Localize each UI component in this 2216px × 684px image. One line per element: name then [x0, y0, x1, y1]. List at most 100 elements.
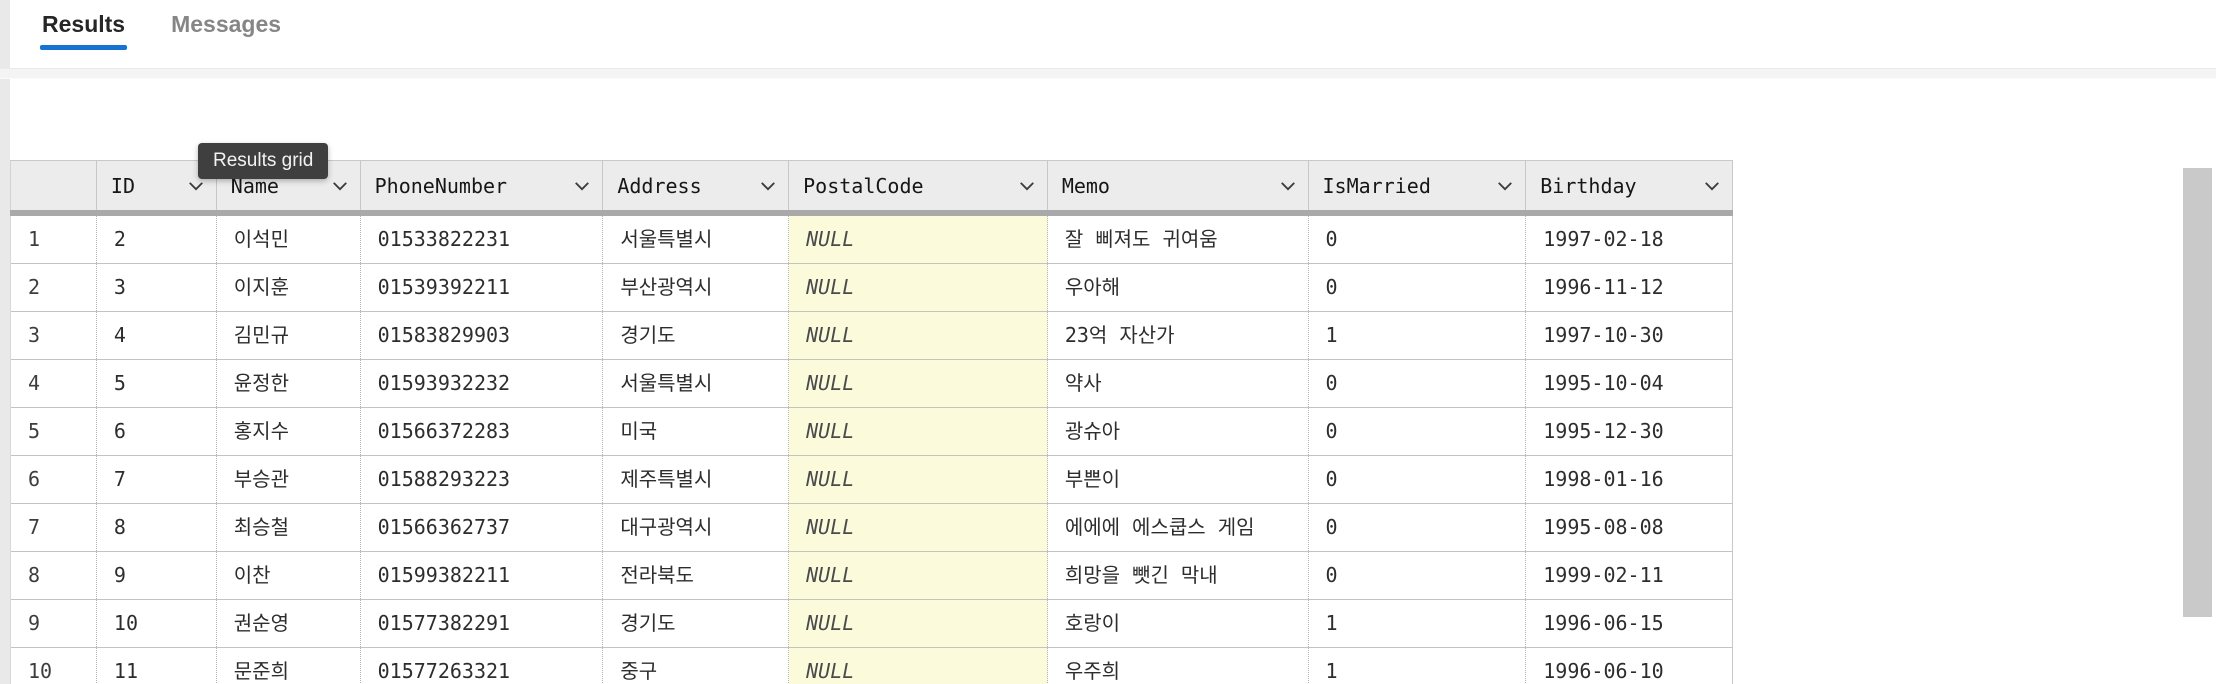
- cell-memo[interactable]: 약사: [1048, 360, 1309, 407]
- chevron-down-icon[interactable]: [1702, 176, 1722, 196]
- chevron-down-icon[interactable]: [572, 176, 592, 196]
- cell-birthday[interactable]: 1996-11-12: [1543, 275, 1664, 299]
- cell-ismarried[interactable]: 0: [1309, 264, 1527, 311]
- cell-ismarried[interactable]: 1: [1309, 648, 1527, 684]
- chevron-down-icon[interactable]: [1278, 176, 1298, 196]
- cell-id[interactable]: 11: [97, 648, 217, 684]
- cell-postalcode[interactable]: NULL: [789, 312, 1048, 359]
- row-number-cell[interactable]: 9: [11, 600, 97, 647]
- cell-phonenumber[interactable]: 01593932232: [361, 360, 604, 407]
- cell-ismarried[interactable]: 0: [1309, 216, 1527, 263]
- cell-phonenumber[interactable]: 01599382211: [361, 552, 604, 599]
- row-number-cell[interactable]: 4: [11, 360, 97, 407]
- cell-name[interactable]: 부승관: [217, 456, 361, 503]
- cell-ismarried[interactable]: 0: [1309, 360, 1527, 407]
- cell-phonenumber[interactable]: 01583829903: [361, 312, 604, 359]
- cell-birthday[interactable]: 1996-06-15: [1543, 611, 1664, 635]
- cell-birthday[interactable]: 1999-02-11: [1543, 563, 1664, 587]
- cell-id[interactable]: 2: [97, 216, 217, 263]
- cell-postalcode[interactable]: NULL: [789, 552, 1048, 599]
- cell-name[interactable]: 김민규: [217, 312, 361, 359]
- cell-address[interactable]: 전라북도: [603, 552, 790, 599]
- cell-address[interactable]: 부산광역시: [603, 264, 790, 311]
- column-header-birthday[interactable]: Birthday: [1526, 161, 1732, 210]
- cell-memo[interactable]: 희망을 뺏긴 막내: [1048, 552, 1309, 599]
- cell-ismarried[interactable]: 0: [1309, 552, 1527, 599]
- cell-memo[interactable]: 우주희: [1048, 648, 1309, 684]
- cell-birthday[interactable]: 1995-10-04: [1543, 371, 1664, 395]
- cell-id[interactable]: 10: [97, 600, 217, 647]
- cell-phonenumber[interactable]: 01577263321: [361, 648, 604, 684]
- cell-postalcode[interactable]: NULL: [789, 600, 1048, 647]
- cell-address[interactable]: 서울특별시: [603, 360, 790, 407]
- cell-memo[interactable]: 부쁜이: [1048, 456, 1309, 503]
- cell-memo[interactable]: 광슈아: [1048, 408, 1309, 455]
- row-number-cell[interactable]: 1: [11, 216, 97, 263]
- cell-name[interactable]: 권순영: [217, 600, 361, 647]
- cell-birthday[interactable]: 1997-02-18: [1543, 227, 1664, 251]
- cell-id[interactable]: 8: [97, 504, 217, 551]
- chevron-down-icon[interactable]: [1017, 176, 1037, 196]
- cell-name[interactable]: 홍지수: [217, 408, 361, 455]
- cell-id[interactable]: 5: [97, 360, 217, 407]
- chevron-down-icon[interactable]: [186, 176, 206, 196]
- cell-memo[interactable]: 에에에 에스쿱스 게임: [1048, 504, 1309, 551]
- chevron-down-icon[interactable]: [1495, 176, 1515, 196]
- cell-ismarried[interactable]: 0: [1309, 456, 1527, 503]
- cell-memo[interactable]: 잘 삐져도 귀여움: [1048, 216, 1309, 263]
- cell-postalcode[interactable]: NULL: [789, 504, 1048, 551]
- column-header-id[interactable]: ID: [97, 161, 217, 210]
- row-number-cell[interactable]: 3: [11, 312, 97, 359]
- cell-memo[interactable]: 호랑이: [1048, 600, 1309, 647]
- cell-postalcode[interactable]: NULL: [789, 216, 1048, 263]
- cell-address[interactable]: 대구광역시: [603, 504, 790, 551]
- cell-name[interactable]: 이석민: [217, 216, 361, 263]
- cell-postalcode[interactable]: NULL: [789, 360, 1048, 407]
- cell-name[interactable]: 최승철: [217, 504, 361, 551]
- cell-ismarried[interactable]: 0: [1309, 408, 1527, 455]
- cell-address[interactable]: 서울특별시: [603, 216, 790, 263]
- tab-results[interactable]: Results: [40, 8, 128, 54]
- cell-postalcode[interactable]: NULL: [789, 456, 1048, 503]
- cell-postalcode[interactable]: NULL: [789, 264, 1048, 311]
- cell-ismarried[interactable]: 1: [1309, 312, 1527, 359]
- cell-birthday[interactable]: 1998-01-16: [1543, 467, 1664, 491]
- cell-name[interactable]: 이지훈: [217, 264, 361, 311]
- select-all-corner[interactable]: [11, 161, 97, 210]
- cell-name[interactable]: 이찬: [217, 552, 361, 599]
- cell-ismarried[interactable]: 1: [1309, 600, 1527, 647]
- cell-phonenumber[interactable]: 01588293223: [361, 456, 604, 503]
- cell-id[interactable]: 6: [97, 408, 217, 455]
- cell-phonenumber[interactable]: 01539392211: [361, 264, 604, 311]
- row-number-cell[interactable]: 8: [11, 552, 97, 599]
- tab-messages[interactable]: Messages: [169, 8, 283, 54]
- row-number-cell[interactable]: 7: [11, 504, 97, 551]
- cell-id[interactable]: 3: [97, 264, 217, 311]
- column-header-postalcode[interactable]: PostalCode: [789, 161, 1048, 210]
- cell-ismarried[interactable]: 0: [1309, 504, 1527, 551]
- cell-address[interactable]: 미국: [603, 408, 790, 455]
- cell-address[interactable]: 경기도: [603, 312, 790, 359]
- cell-name[interactable]: 윤정한: [217, 360, 361, 407]
- cell-address[interactable]: 제주특별시: [603, 456, 790, 503]
- chevron-down-icon[interactable]: [758, 176, 778, 196]
- cell-id[interactable]: 9: [97, 552, 217, 599]
- cell-name[interactable]: 문준희: [217, 648, 361, 684]
- vertical-scrollbar-thumb[interactable]: [2183, 168, 2212, 617]
- cell-birthday[interactable]: 1995-12-30: [1543, 419, 1664, 443]
- column-header-memo[interactable]: Memo: [1048, 161, 1309, 210]
- cell-birthday[interactable]: 1997-10-30: [1543, 323, 1664, 347]
- cell-birthday[interactable]: 1995-08-08: [1543, 515, 1664, 539]
- cell-memo[interactable]: 우아해: [1048, 264, 1309, 311]
- cell-postalcode[interactable]: NULL: [789, 648, 1048, 684]
- row-number-cell[interactable]: 5: [11, 408, 97, 455]
- chevron-down-icon[interactable]: [330, 176, 350, 196]
- cell-memo[interactable]: 23억 자산가: [1048, 312, 1309, 359]
- cell-id[interactable]: 4: [97, 312, 217, 359]
- cell-address[interactable]: 경기도: [603, 600, 790, 647]
- cell-id[interactable]: 7: [97, 456, 217, 503]
- cell-phonenumber[interactable]: 01577382291: [361, 600, 604, 647]
- cell-postalcode[interactable]: NULL: [789, 408, 1048, 455]
- row-number-cell[interactable]: 2: [11, 264, 97, 311]
- cell-phonenumber[interactable]: 01566372283: [361, 408, 604, 455]
